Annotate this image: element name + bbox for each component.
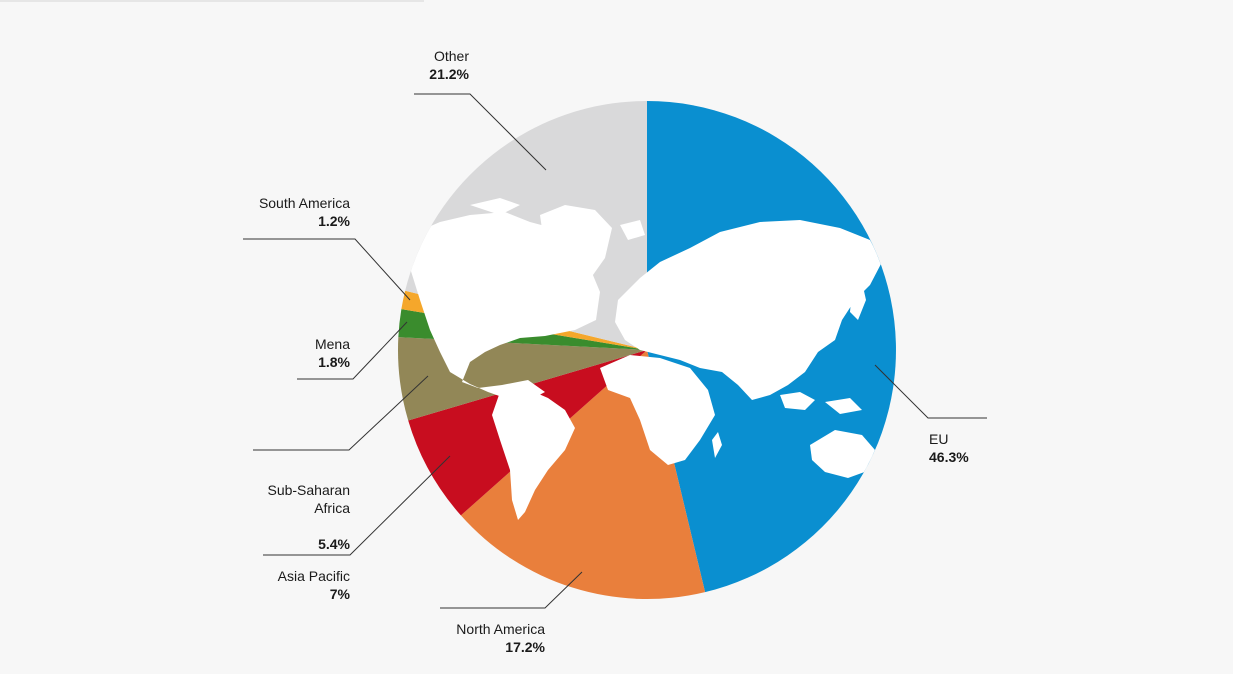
leader-lines (243, 93, 987, 609)
leader-line-sub-saharan-africa (253, 375, 429, 451)
slice-value: 5.4% (318, 536, 350, 552)
slice-name: Mena (314, 336, 350, 352)
slice-name: Asia Pacific (277, 568, 350, 584)
slice-name: North America (456, 621, 545, 637)
slice-value: 21.2% (429, 66, 469, 82)
slice-label-other: Other 21.2% (429, 47, 469, 83)
slice-value: 17.2% (505, 639, 545, 655)
slice-value: 1.2% (318, 213, 350, 229)
slice-label-mena: Mena 1.8% (315, 335, 350, 371)
slice-name: Other (433, 48, 469, 64)
slice-label-south-america: South America 1.2% (259, 194, 350, 230)
leader-line-north-america (440, 571, 583, 609)
slice-name: EU (929, 431, 949, 447)
leader-line-other (414, 93, 547, 171)
slice-value: 46.3% (929, 449, 969, 465)
leader-line-asia-pacific (263, 455, 451, 556)
world-map-icon (410, 198, 882, 520)
slice-label-sub-saharan-africa: Sub-Saharan Africa 5.4% (267, 463, 350, 571)
slice-name: Sub-Saharan Africa (267, 482, 350, 516)
leader-line-eu (874, 364, 987, 419)
slice-label-north-america: North America 17.2% (456, 620, 545, 656)
slice-value: 1.8% (318, 354, 350, 370)
slice-label-eu: EU 46.3% (929, 430, 969, 466)
leader-line-south-america (243, 238, 411, 301)
leader-line-mena (297, 321, 408, 380)
slice-value: 7% (329, 586, 350, 602)
slice-label-asia-pacific: Asia Pacific 7% (278, 567, 350, 603)
slice-name: South America (258, 195, 350, 211)
top-divider (0, 0, 424, 2)
